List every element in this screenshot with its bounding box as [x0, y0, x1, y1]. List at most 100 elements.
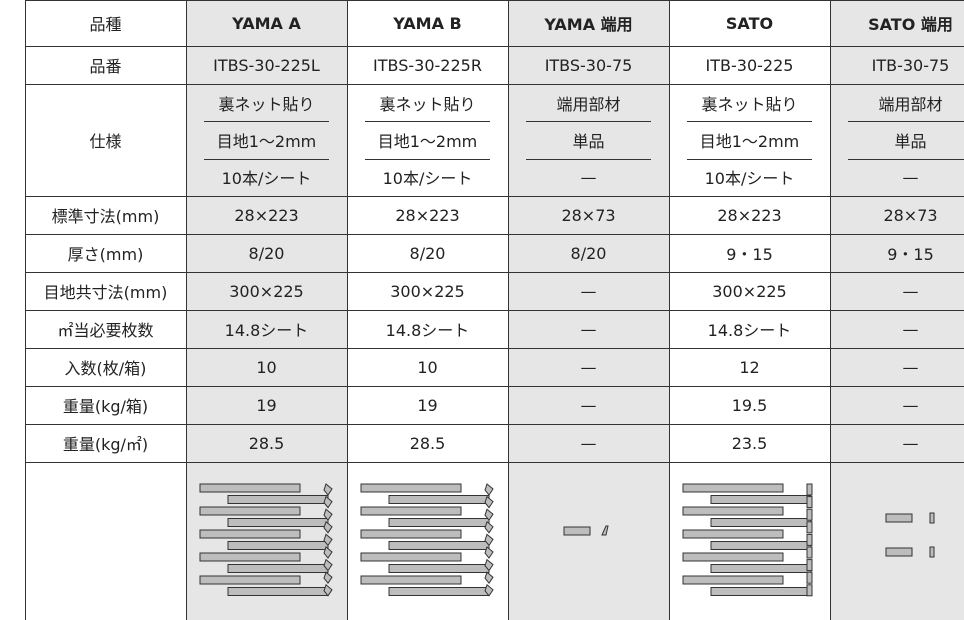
row-label: 重量(kg/箱)	[62, 397, 149, 416]
tile-shape	[199, 506, 301, 516]
tile-shape	[806, 483, 813, 496]
tile-shape	[199, 552, 301, 562]
value-cell: 300×225	[229, 281, 304, 301]
tile-shape	[388, 495, 490, 504]
tile-shape	[360, 483, 462, 493]
spec-divider	[848, 158, 964, 160]
tile-shape	[199, 575, 301, 585]
tile-shape	[682, 529, 784, 539]
value-cell: 8/20	[570, 243, 607, 263]
value-cell: —	[902, 319, 919, 339]
spec-item: —	[902, 167, 919, 187]
header-cell: SATO 端用	[868, 15, 953, 34]
value-cell: 8/20	[248, 243, 285, 263]
value-cell: 28×73	[561, 205, 616, 225]
tile-shape	[710, 495, 812, 504]
tile-shape	[323, 533, 333, 547]
value-cell: ITBS-30-75	[544, 55, 633, 75]
value-cell: 300×225	[390, 281, 465, 301]
spec-divider	[204, 158, 329, 160]
row-label: 標準寸法(mm)	[51, 207, 160, 226]
tile-shape	[484, 508, 494, 522]
row-label: 重量(kg/㎡)	[62, 435, 149, 454]
value-cell: 28.5	[248, 433, 285, 453]
spec-divider	[365, 121, 490, 123]
spec-divider	[526, 121, 651, 123]
row-label: ㎡当必要枚数	[57, 321, 154, 340]
tile-shape	[682, 506, 784, 516]
tile-shape	[885, 547, 913, 557]
spec-item: 10本/シート	[221, 169, 312, 189]
spec-item: 目地1〜2mm	[699, 131, 800, 151]
tile-shape	[323, 546, 333, 559]
tile-shape	[710, 541, 812, 550]
header-cell: 品種	[89, 15, 122, 34]
tile-illustration	[885, 512, 935, 558]
tile-shape	[323, 495, 333, 509]
col-line	[830, 0, 831, 620]
tile-shape	[484, 483, 494, 496]
spec-item: 10本/シート	[704, 169, 795, 189]
value-cell: 14.8シート	[224, 321, 309, 340]
value-cell: —	[580, 433, 597, 453]
spec-item: 単品	[894, 131, 927, 151]
value-cell: 19.5	[731, 395, 768, 415]
value-cell: ITBS-30-225R	[373, 55, 482, 75]
tile-shape	[682, 575, 784, 585]
tile-shape	[360, 552, 462, 562]
tile-shape	[360, 529, 462, 539]
tile-shape	[199, 529, 301, 539]
tile-shape	[199, 483, 301, 493]
value-cell: 8/20	[409, 243, 446, 263]
row-line	[25, 84, 964, 85]
tile-shape	[227, 587, 329, 596]
tile-shape	[484, 546, 494, 559]
value-cell: 14.8シート	[707, 321, 792, 340]
tile-illustration	[360, 483, 494, 597]
col-line	[508, 0, 509, 620]
value-cell: ITBS-30-225L	[213, 55, 320, 75]
tile-shape	[806, 546, 813, 559]
tile-shape	[682, 483, 784, 493]
tile-shape	[806, 496, 813, 509]
tile-shape	[323, 520, 333, 534]
spec-item: 目地1〜2mm	[377, 131, 478, 151]
tile-shape	[710, 587, 812, 596]
value-cell: ITB-30-225	[705, 55, 794, 75]
value-cell: 9・15	[726, 245, 773, 264]
tile-shape	[227, 495, 329, 504]
header-cell: YAMA B	[393, 13, 462, 33]
value-cell: —	[902, 433, 919, 453]
row-label: 目地共寸法(mm)	[43, 283, 168, 302]
tile-shape	[323, 483, 333, 496]
tile-shape	[484, 583, 494, 597]
tile-shape	[806, 508, 813, 521]
header-cell: SATO	[725, 13, 774, 33]
value-cell: —	[902, 395, 919, 415]
tile-shape	[806, 584, 813, 597]
row-line	[25, 0, 964, 1]
value-cell: 12	[739, 357, 760, 377]
tile-shape	[885, 513, 913, 523]
row-label: 厚さ(mm)	[67, 245, 144, 264]
value-cell: —	[580, 281, 597, 301]
spec-item: 裏ネット貼り	[701, 94, 798, 114]
spec-item: 10本/シート	[382, 169, 473, 189]
spec-divider	[848, 121, 964, 123]
value-cell: 10	[417, 357, 438, 377]
spec-item: 端用部材	[556, 94, 621, 114]
tile-shape	[323, 571, 333, 585]
tile-shape	[484, 533, 494, 547]
row-line	[25, 196, 964, 197]
tile-shape	[360, 506, 462, 516]
tile-shape	[484, 495, 494, 509]
value-cell: 28×223	[395, 205, 460, 225]
value-cell: 10	[256, 357, 277, 377]
tile-shape	[484, 571, 494, 585]
tile-shape	[563, 526, 591, 536]
tile-shape	[388, 587, 490, 596]
tile-shape	[929, 512, 935, 524]
row-line	[25, 234, 964, 235]
tile-shape	[806, 559, 813, 572]
